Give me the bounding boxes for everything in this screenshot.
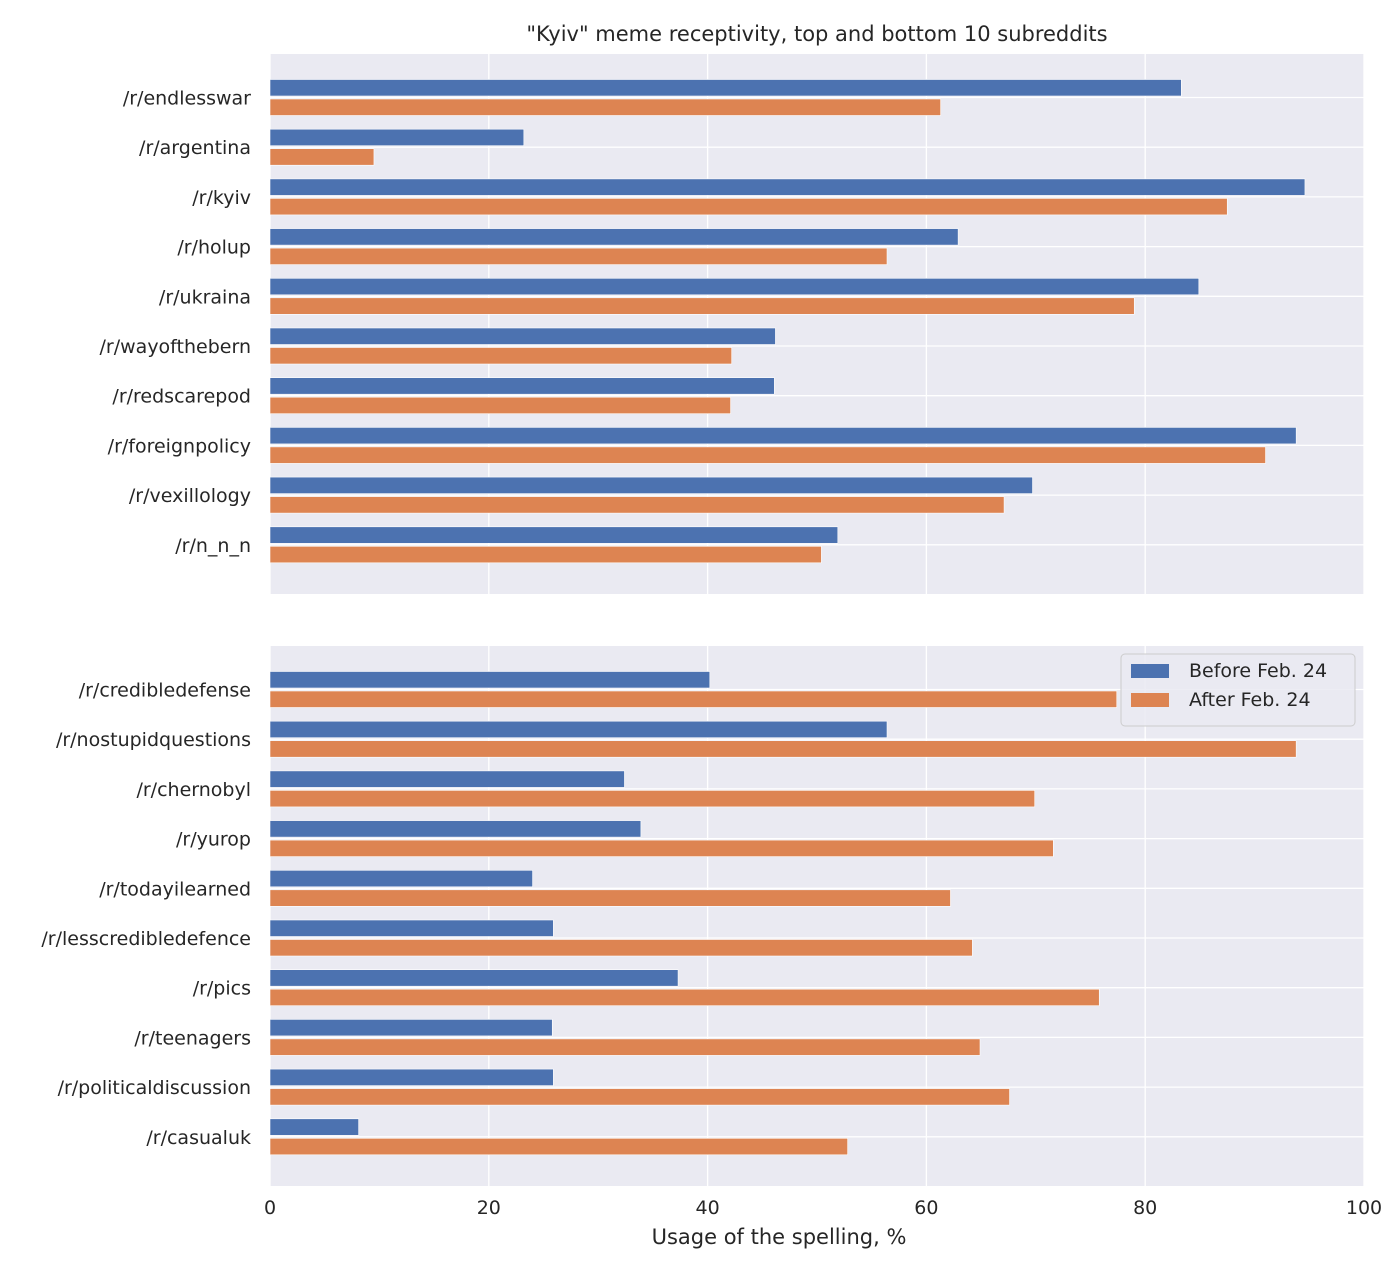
bar-before [269,869,533,888]
legend: Before Feb. 24 After Feb. 24 [1120,653,1356,727]
bar-after [269,198,1228,216]
legend-swatch-after [1131,693,1169,707]
bar-after [269,297,1135,315]
bar-after [269,148,375,166]
bar-after [269,396,731,415]
bar-after [269,247,888,265]
bar-before [269,1068,554,1086]
x-tick-label: 60 [914,1197,938,1219]
bar-before [269,228,959,246]
x-tick-label: 40 [696,1197,720,1219]
category-label: /r/ukraina [159,286,251,308]
bar-before [269,128,525,146]
bar-after [269,1038,981,1056]
bar-after [269,790,1036,808]
bar-before [269,79,1182,97]
bar-after [269,740,1297,758]
chart-title: "Kyiv" meme receptivity, top and bottom … [526,22,1107,46]
category-label: /r/teenagers [134,1027,251,1049]
legend-box [1120,653,1356,727]
bar-before [269,820,642,838]
bar-after [269,98,941,116]
bar-after [269,1138,848,1156]
bar-before [269,427,1297,445]
category-label: /r/redscarepod [112,386,251,408]
category-label: /r/lesscredibledefence [41,928,251,950]
bar-before [269,377,775,395]
bar-after [269,939,973,957]
bar-before [269,327,776,345]
bar-after [269,690,1118,708]
bar-before [269,526,839,544]
x-tick-label: 0 [264,1197,276,1219]
bar-before [269,919,554,937]
category-label: /r/yurop [176,829,251,851]
x-tick-label: 20 [477,1197,501,1219]
panel-1: /r/endlesswar/r/argentina/r/kyiv/r/holup… [100,54,1365,594]
category-label: /r/vexillology [129,485,251,507]
category-label: /r/politicaldiscussion [58,1077,251,1099]
category-label: /r/wayofthebern [100,336,251,358]
x-axis-label: Usage of the spelling, % [652,1225,907,1249]
bar-before [269,178,1306,196]
category-label: /r/foreignpolicy [108,435,251,457]
category-label: /r/kyiv [192,187,251,209]
category-label: /r/casualuk [146,1127,251,1149]
bar-before [269,720,888,739]
legend-entry: After Feb. 24 [1189,689,1311,711]
bar-before [269,1118,359,1136]
bar-before [269,277,1200,296]
bar-after [269,988,1100,1007]
category-label: /r/pics [193,978,251,1000]
bar-before [269,969,679,987]
bar-after [269,496,1005,514]
category-label: /r/chernobyl [136,779,251,801]
bar-before [269,671,711,689]
legend-entry: Before Feb. 24 [1189,660,1327,682]
bar-after [269,889,951,907]
category-label: /r/argentina [139,137,251,159]
bar-after [269,347,732,365]
x-tick-label: 100 [1346,1197,1382,1219]
bar-before [269,476,1033,494]
bar-before [269,770,625,788]
x-tick-label: 80 [1133,1197,1157,1219]
x-axis: 0 20 40 60 80 100 [264,1197,1382,1219]
bar-after [269,446,1266,464]
category-label: /r/endlesswar [123,88,251,110]
bar-before [269,1019,553,1037]
category-label: /r/n_n_n [175,535,251,557]
panels: /r/endlesswar/r/argentina/r/kyiv/r/holup… [41,54,1365,1186]
category-label: /r/todayilearned [99,878,251,900]
category-label: /r/credibledefense [79,680,251,702]
panel-2: /r/credibledefense/r/nostupidquestions/r… [41,646,1365,1186]
category-label: /r/nostupidquestions [56,729,251,751]
legend-swatch-before [1131,664,1169,678]
bar-after [269,839,1054,857]
bar-after [269,1088,1010,1106]
category-label: /r/holup [177,237,251,259]
bar-after [269,545,822,564]
